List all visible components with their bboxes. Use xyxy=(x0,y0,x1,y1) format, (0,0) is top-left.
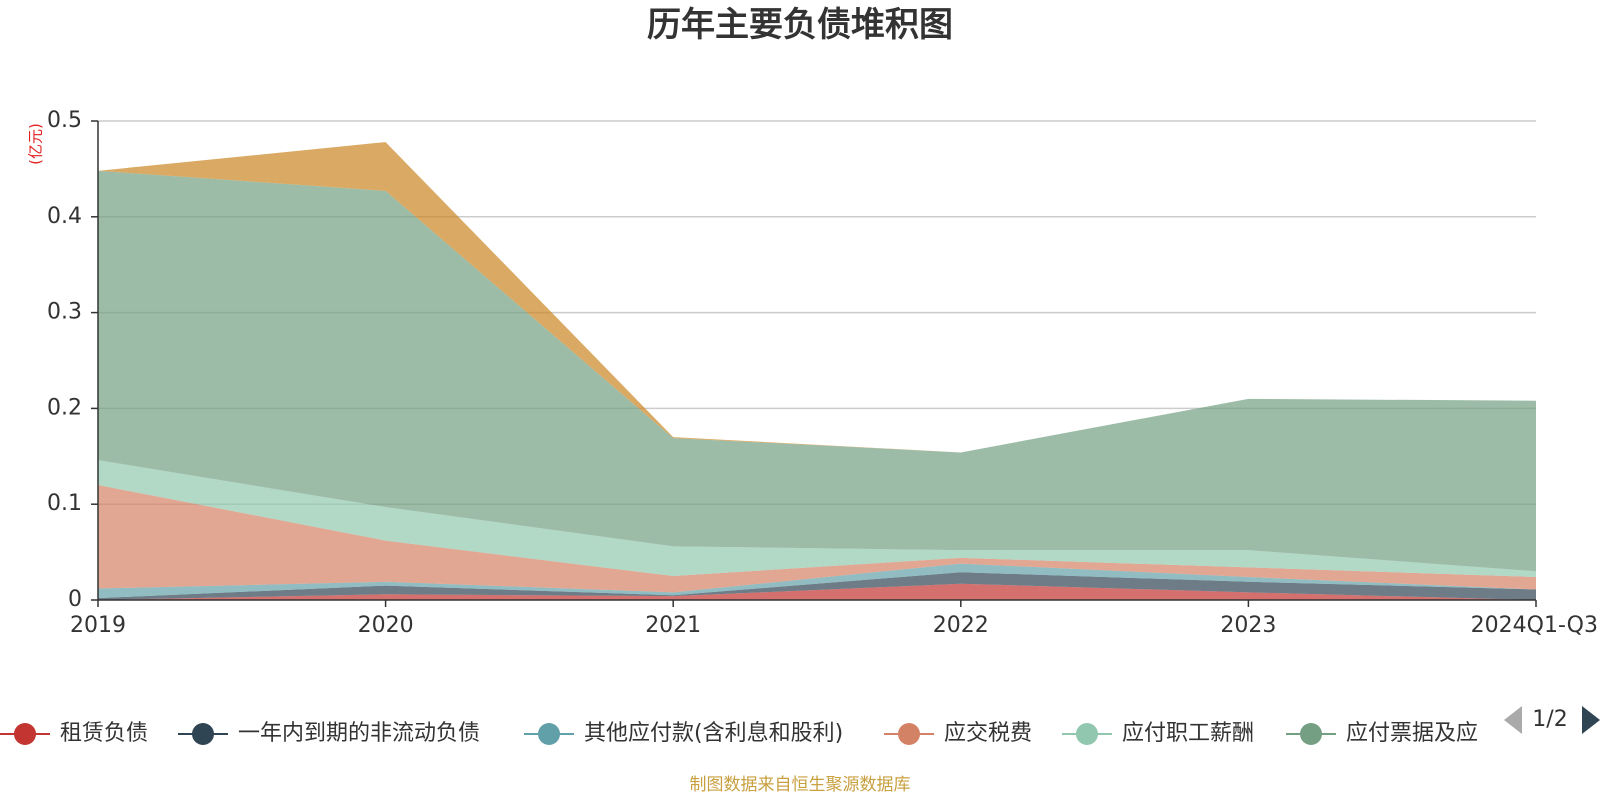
legend: 租赁负债 一年内到期的非流动负债 其他应付款(含利息和股利) 应交税费 应付职工薪酬 应付… xyxy=(0,721,1478,746)
legend-label: 其他应付款(含利息和股利) xyxy=(584,721,843,746)
y-tick-label: 0.3 xyxy=(47,300,82,325)
y-tick-label: 0.4 xyxy=(47,204,82,229)
axes xyxy=(97,121,1536,601)
x-tick-label: 2020 xyxy=(358,613,414,638)
area-series-group xyxy=(98,142,1536,600)
area-series-0 xyxy=(98,583,1536,600)
legend-item[interactable]: 一年内到期的非流动负债 xyxy=(178,721,480,746)
legend-marker-icon xyxy=(14,723,36,745)
legend-item[interactable]: 其他应付款(含利息和股利) xyxy=(524,721,843,746)
legend-label: 应交税费 xyxy=(944,721,1032,746)
area-series-3 xyxy=(98,485,1536,593)
y-tick-label: 0.1 xyxy=(47,491,82,516)
legend-item[interactable]: 应付票据及应 xyxy=(1286,721,1478,746)
x-tick-label: 2019 xyxy=(70,613,126,638)
area-series-5 xyxy=(98,170,1536,572)
legend-next-icon[interactable] xyxy=(1582,706,1600,734)
y-tick-label: 0.2 xyxy=(47,395,82,420)
chart-title: 历年主要负债堆积图 xyxy=(647,5,953,45)
area-series-6 xyxy=(98,142,1536,453)
y-tick-label: 0 xyxy=(68,587,82,612)
y-tick-label: 0.5 xyxy=(47,108,82,133)
x-tick-label: 2023 xyxy=(1220,613,1276,638)
legend-item[interactable]: 应交税费 xyxy=(884,721,1032,746)
x-tick-label: 2021 xyxy=(645,613,701,638)
legend-label: 租赁负债 xyxy=(60,721,148,746)
legend-label: 一年内到期的非流动负债 xyxy=(238,721,480,746)
legend-label: 应付职工薪酬 xyxy=(1122,721,1254,746)
legend-marker-icon xyxy=(192,723,214,745)
y-axis-unit: (亿元) xyxy=(27,123,45,165)
legend-item[interactable]: 租赁负债 xyxy=(0,721,148,746)
area-series-2 xyxy=(98,563,1536,599)
y-tick-labels: 0 0.1 0.2 0.3 0.4 0.5 xyxy=(47,108,98,612)
legend-page-indicator: 1/2 xyxy=(1532,707,1567,732)
area-series-1 xyxy=(98,572,1536,600)
x-tick-label: 2024Q1-Q3 xyxy=(1471,613,1598,638)
legend-marker-icon xyxy=(1300,723,1322,745)
legend-prev-icon[interactable] xyxy=(1504,706,1522,734)
area-series-4 xyxy=(98,460,1536,578)
x-tick-label: 2022 xyxy=(933,613,989,638)
x-tick-labels: 2019 2020 2021 2022 2023 2024Q1-Q3 xyxy=(70,600,1598,638)
legend-marker-icon xyxy=(898,723,920,745)
legend-pager: 1/2 xyxy=(1504,706,1600,734)
legend-item[interactable]: 应付职工薪酬 xyxy=(1062,721,1254,746)
legend-marker-icon xyxy=(1076,723,1098,745)
legend-label: 应付票据及应 xyxy=(1346,721,1478,746)
source-note: 制图数据来自恒生聚源数据库 xyxy=(690,775,911,795)
legend-marker-icon xyxy=(538,723,560,745)
